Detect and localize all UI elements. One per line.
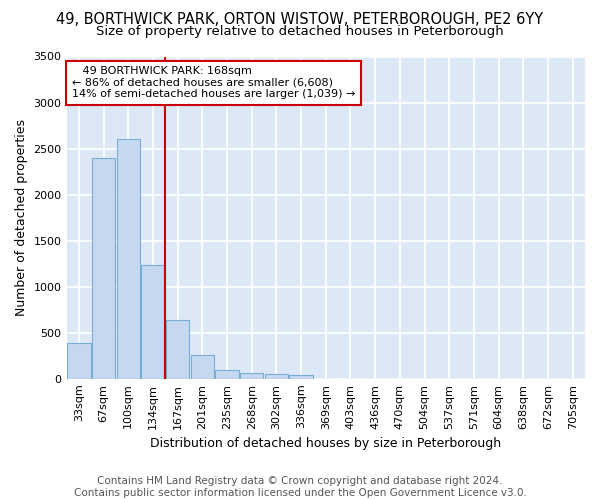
Bar: [265, 374, 288, 379]
Bar: [141, 264, 164, 379]
X-axis label: Distribution of detached houses by size in Peterborough: Distribution of detached houses by size …: [150, 437, 502, 450]
Text: Size of property relative to detached houses in Peterborough: Size of property relative to detached ho…: [96, 25, 504, 38]
Y-axis label: Number of detached properties: Number of detached properties: [15, 119, 28, 316]
Bar: [289, 375, 313, 379]
Bar: [240, 374, 263, 379]
Text: 49 BORTHWICK PARK: 168sqm
← 86% of detached houses are smaller (6,608)
14% of se: 49 BORTHWICK PARK: 168sqm ← 86% of detac…: [72, 66, 355, 100]
Bar: [92, 158, 115, 379]
Bar: [215, 370, 239, 379]
Bar: [67, 343, 91, 379]
Bar: [116, 140, 140, 379]
Bar: [166, 320, 190, 379]
Text: Contains HM Land Registry data © Crown copyright and database right 2024.
Contai: Contains HM Land Registry data © Crown c…: [74, 476, 526, 498]
Bar: [191, 356, 214, 379]
Text: 49, BORTHWICK PARK, ORTON WISTOW, PETERBOROUGH, PE2 6YY: 49, BORTHWICK PARK, ORTON WISTOW, PETERB…: [56, 12, 544, 28]
